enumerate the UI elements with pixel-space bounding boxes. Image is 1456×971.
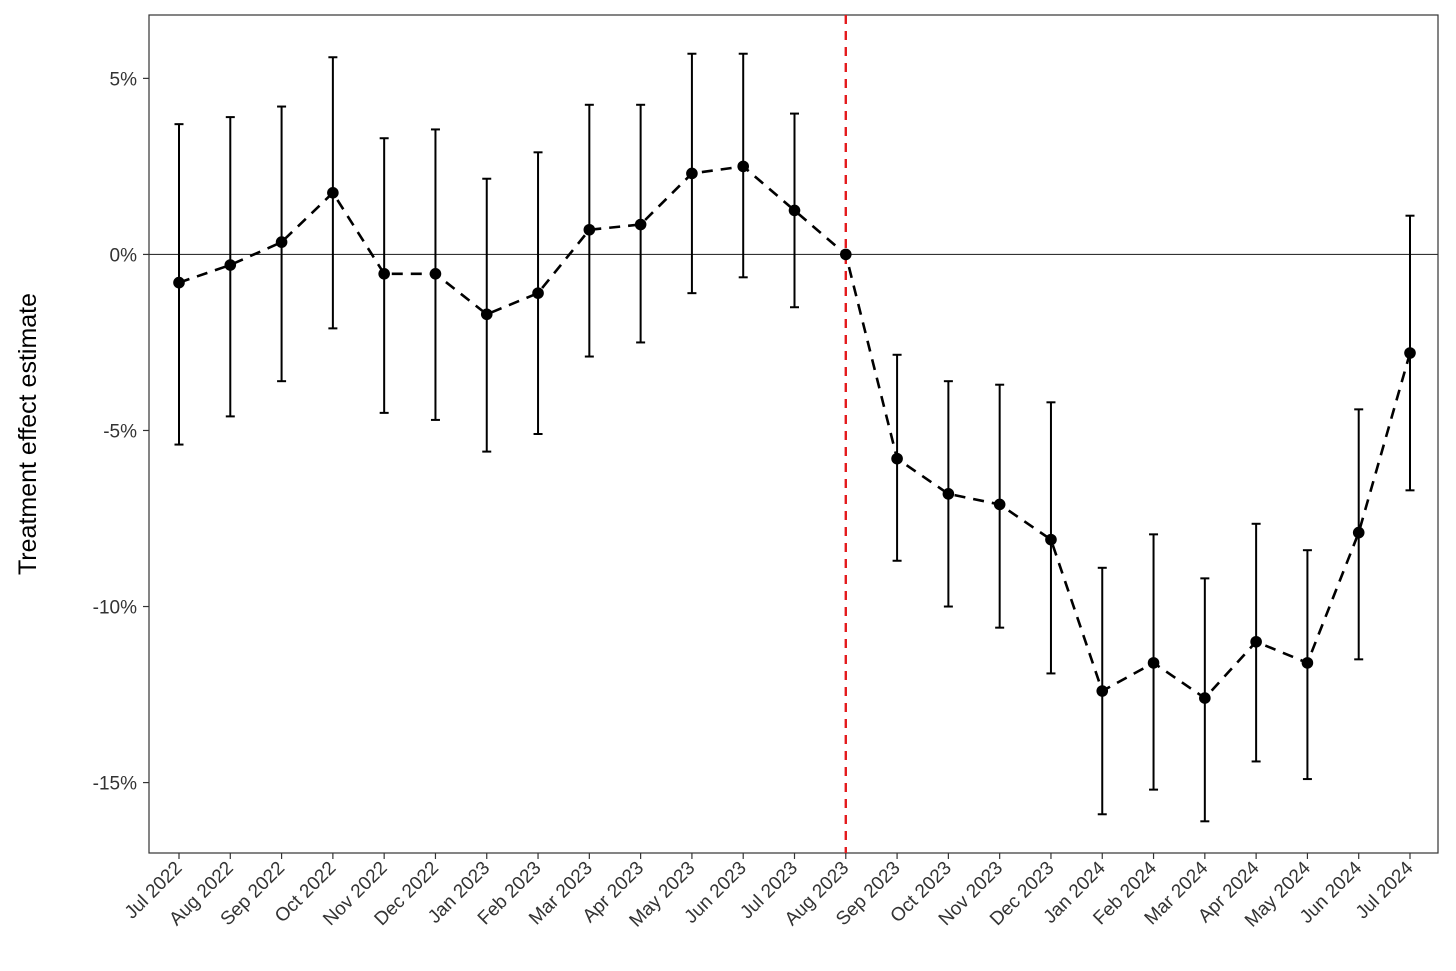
data-point xyxy=(429,267,442,280)
data-point xyxy=(532,287,544,299)
data-point xyxy=(942,488,955,500)
y-axis: 5% 0% -5% -10% -15% xyxy=(93,69,149,795)
data-point xyxy=(634,218,647,231)
data-point xyxy=(1045,533,1057,546)
y-tick-label: -5% xyxy=(103,421,137,442)
data-point xyxy=(173,276,185,289)
data-point xyxy=(1301,657,1314,669)
data-point xyxy=(1096,685,1109,697)
estimate-points xyxy=(173,160,1416,704)
plot-frame xyxy=(148,14,1439,854)
error-bars xyxy=(174,52,1415,823)
data-point xyxy=(686,167,698,180)
data-point xyxy=(378,267,390,280)
data-point xyxy=(1250,635,1262,648)
y-tick-label: -10% xyxy=(93,598,137,619)
plot-area xyxy=(148,14,1439,854)
data-point xyxy=(275,236,288,248)
data-point xyxy=(788,204,801,217)
x-tick-label: Jul 2024 xyxy=(1352,857,1418,923)
data-point xyxy=(480,308,493,321)
data-point xyxy=(1199,692,1211,704)
y-tick-label: -15% xyxy=(93,774,137,795)
data-point xyxy=(993,498,1006,511)
y-tick-label: 0% xyxy=(110,245,138,266)
data-point xyxy=(224,259,237,271)
data-point xyxy=(1352,526,1365,539)
data-point xyxy=(583,223,596,236)
data-point xyxy=(1404,347,1416,359)
data-point xyxy=(737,160,750,173)
y-tick-label: 5% xyxy=(110,69,138,90)
data-point xyxy=(1147,657,1160,669)
y-axis-title: Treatment effect estimate xyxy=(14,293,42,575)
data-point xyxy=(327,187,339,199)
data-point xyxy=(891,452,903,465)
data-point xyxy=(839,248,852,261)
